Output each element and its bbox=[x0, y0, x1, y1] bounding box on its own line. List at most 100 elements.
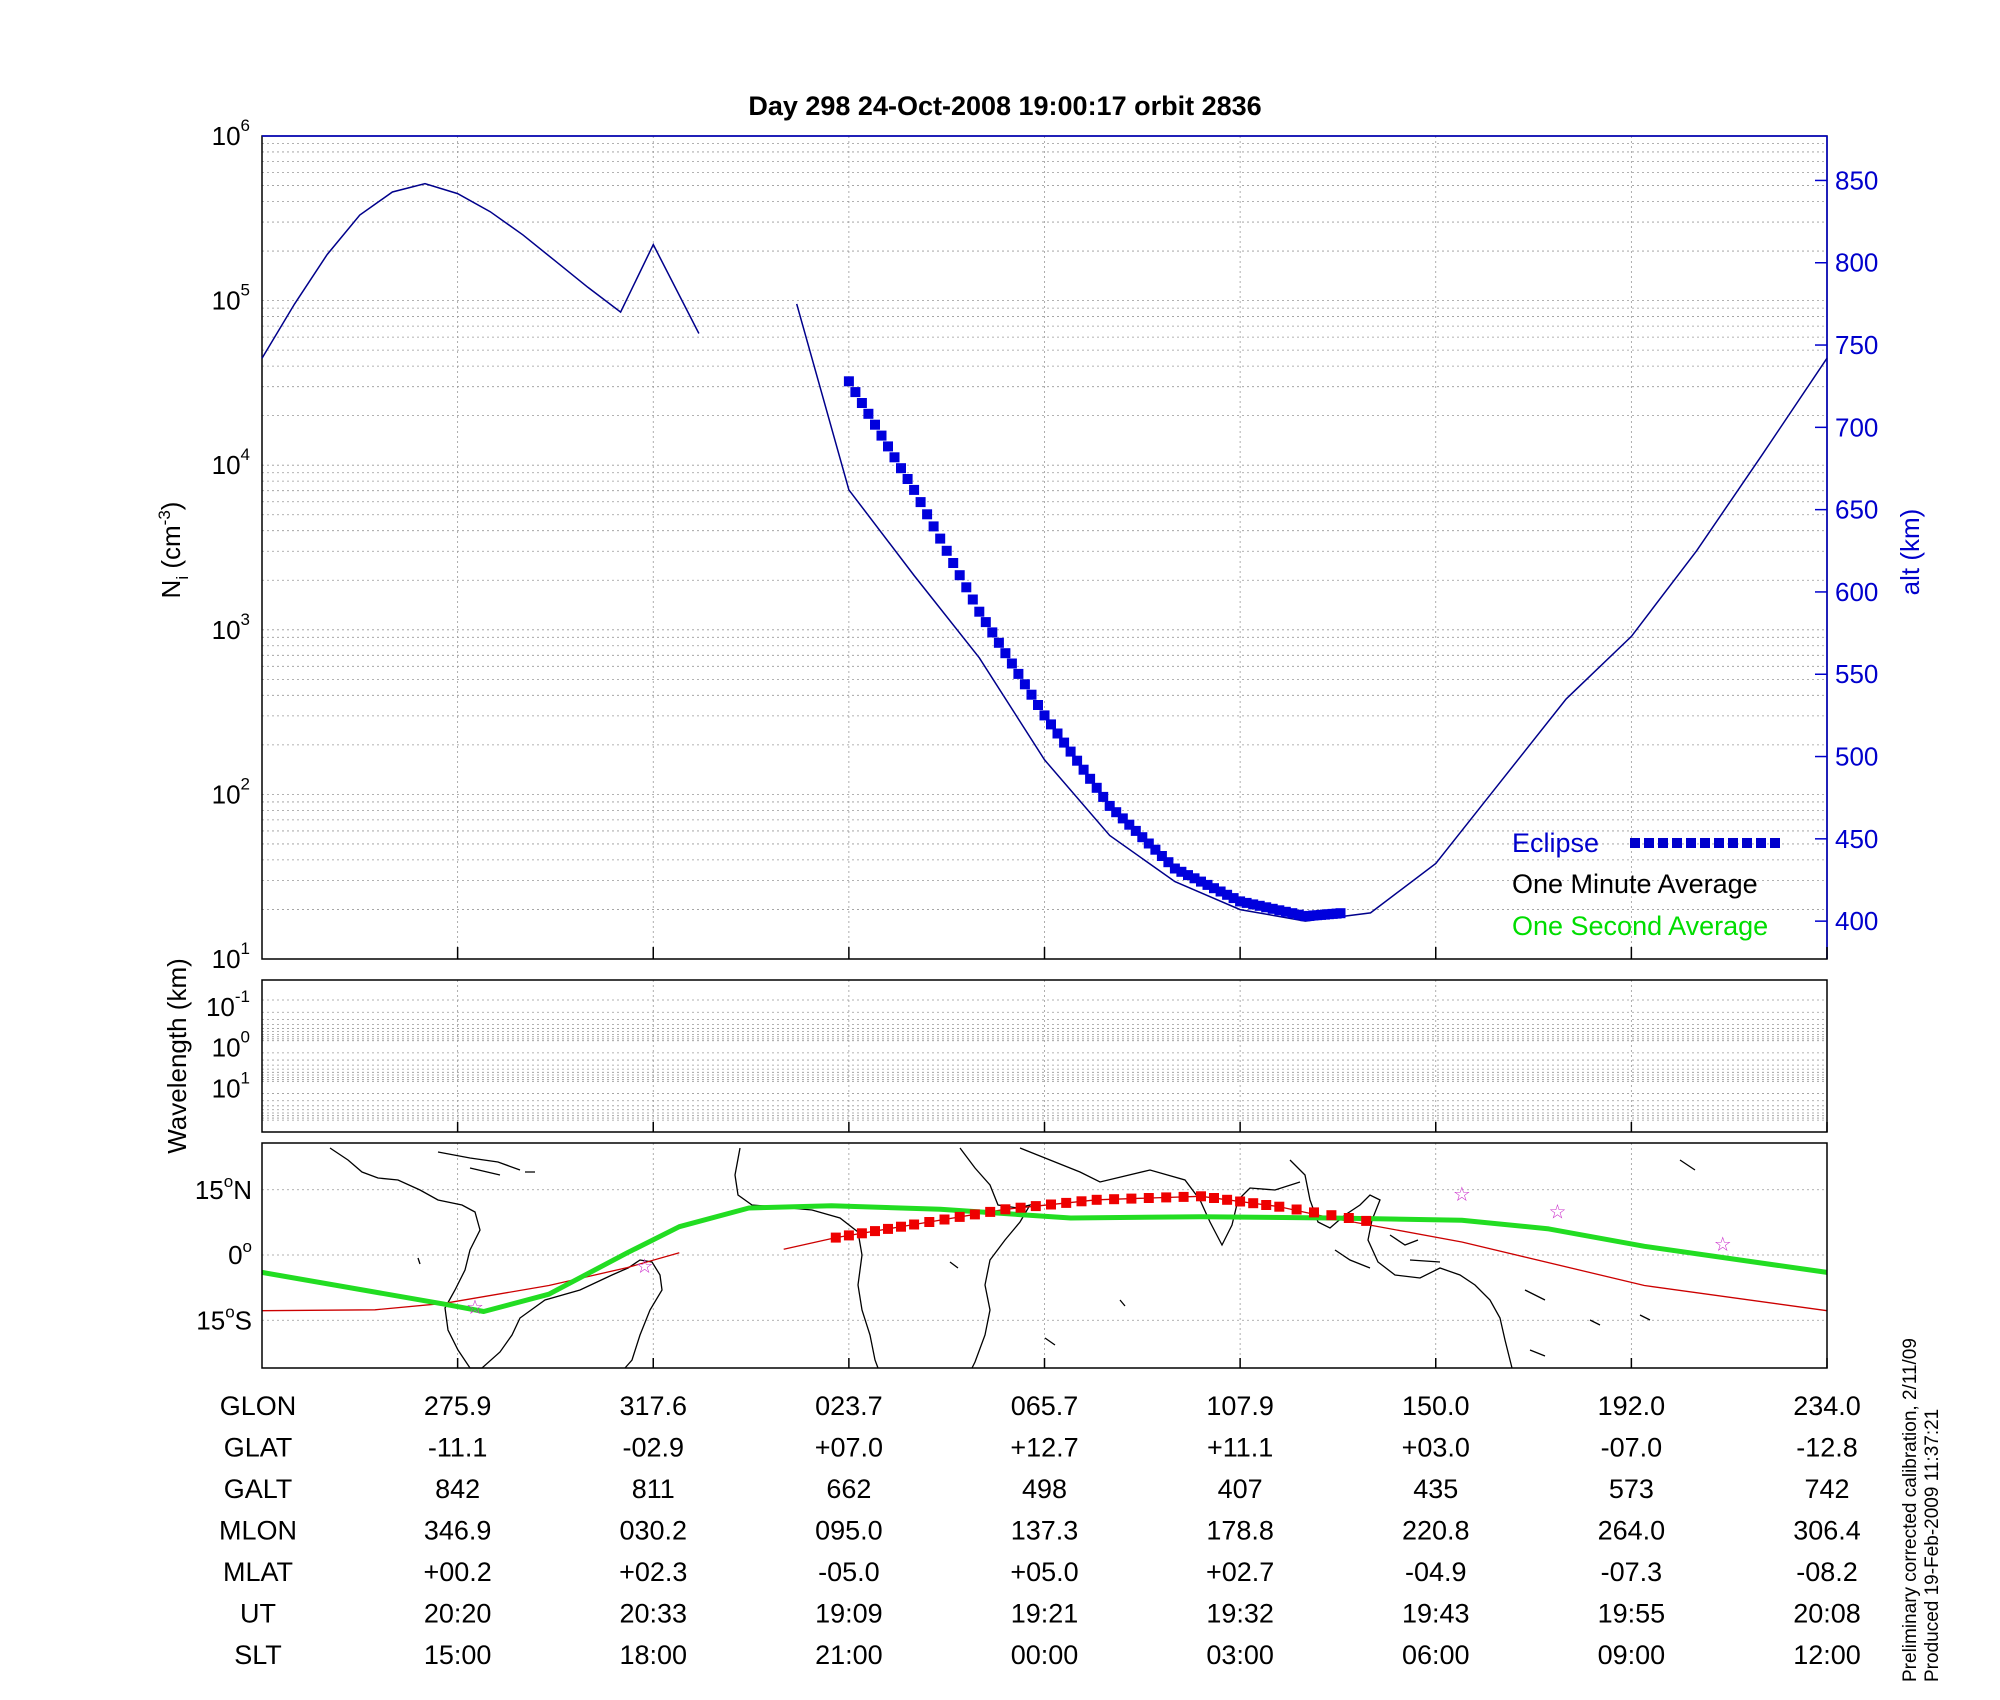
legend-eclipse-marker bbox=[1630, 838, 1640, 848]
eclipse-marker bbox=[1215, 886, 1226, 897]
map-eclipse-marker bbox=[1030, 1201, 1041, 1212]
legend-eclipse-marker bbox=[1756, 838, 1766, 848]
eclipse-marker bbox=[1183, 870, 1193, 881]
map-eclipse-marker bbox=[883, 1223, 893, 1234]
eclipse-marker bbox=[1065, 746, 1076, 757]
legend-eclipse-marker bbox=[1770, 838, 1780, 848]
eclipse-marker bbox=[909, 484, 920, 495]
table-cell: 12:00 bbox=[1793, 1640, 1861, 1670]
map-eclipse-marker bbox=[1126, 1193, 1137, 1204]
map-star-markers: ☆ ☆ ☆ ☆ ☆ bbox=[466, 1182, 1732, 1319]
table-cell: -05.0 bbox=[818, 1557, 880, 1587]
eclipse-marker bbox=[1209, 883, 1219, 894]
legend-eclipse-marker bbox=[1686, 838, 1696, 848]
table-cell: +07.0 bbox=[815, 1433, 883, 1463]
density-y-tick-label: 103 bbox=[212, 610, 250, 645]
density-panel: 101 102 103 104 105 106 400 450 500 550 600 650 700… bbox=[155, 116, 1925, 974]
table-cell: 275.9 bbox=[424, 1391, 492, 1421]
table-row-label: MLON bbox=[219, 1516, 297, 1546]
table-cell: 030.2 bbox=[619, 1516, 687, 1546]
table-cell: 662 bbox=[826, 1474, 871, 1504]
map-eclipse-marker bbox=[843, 1230, 854, 1241]
legend: Eclipse One Minute Average One Second Av… bbox=[1512, 828, 1780, 941]
map-eclipse-marker bbox=[1076, 1196, 1087, 1207]
density-y-tick-label: 101 bbox=[212, 939, 250, 974]
eclipse-marker bbox=[876, 430, 887, 441]
eclipse-marker bbox=[902, 474, 913, 484]
footnote-line-1: Preliminary corrected calibration, 2/11/… bbox=[1900, 1338, 1921, 1682]
map-eclipse-marker bbox=[856, 1228, 867, 1239]
eclipse-marker bbox=[1267, 903, 1278, 914]
legend-eclipse-marker bbox=[1672, 838, 1682, 848]
table-cell: 21:00 bbox=[815, 1640, 883, 1670]
table-cell: 346.9 bbox=[424, 1516, 492, 1546]
eclipse-marker bbox=[1254, 900, 1265, 911]
map-eclipse-marker bbox=[1248, 1198, 1259, 1209]
table-row-label: GLON bbox=[220, 1391, 297, 1421]
density-y-tick-label: 106 bbox=[212, 116, 250, 151]
eclipse-marker bbox=[961, 582, 972, 593]
eclipse-marker bbox=[1078, 764, 1089, 775]
legend-eclipse-marker bbox=[1714, 838, 1724, 848]
eclipse-marker bbox=[1274, 905, 1285, 916]
table-cell: 06:00 bbox=[1402, 1640, 1470, 1670]
eclipse-marker bbox=[1169, 863, 1180, 874]
table-cell: 407 bbox=[1218, 1474, 1263, 1504]
table-cell: -02.9 bbox=[622, 1433, 684, 1463]
table-cell: 842 bbox=[435, 1474, 480, 1504]
star-marker: ☆ bbox=[636, 1254, 654, 1278]
eclipse-marker bbox=[941, 545, 952, 556]
eclipse-marker bbox=[1006, 658, 1017, 669]
coastline-southeast-asia bbox=[1289, 1159, 1513, 1369]
eclipse-marker bbox=[1235, 896, 1246, 907]
wavelength-y-tick-label: 100 bbox=[212, 1028, 250, 1063]
map-eclipse-marker bbox=[1046, 1199, 1056, 1210]
altitude-tick-label: 450 bbox=[1835, 824, 1878, 854]
map-track-line bbox=[783, 1195, 1828, 1312]
eclipse-marker bbox=[1033, 700, 1043, 710]
table-cell: 137.3 bbox=[1011, 1516, 1079, 1546]
table-cell: +03.0 bbox=[1402, 1433, 1470, 1463]
map-eclipse-marker bbox=[870, 1226, 880, 1237]
table-cell: +00.2 bbox=[423, 1557, 491, 1587]
eclipse-marker bbox=[1248, 899, 1259, 910]
map-eclipse-marker bbox=[1309, 1207, 1319, 1218]
map-panel: ☆ ☆ ☆ ☆ ☆ 15oN 0o 15oS bbox=[195, 1142, 1828, 1369]
map-eclipse-marker bbox=[1209, 1193, 1219, 1203]
eclipse-marker bbox=[1000, 648, 1011, 659]
table-cell: -12.8 bbox=[1796, 1433, 1858, 1463]
eclipse-marker bbox=[948, 558, 959, 568]
legend-one-second-average-label: One Second Average bbox=[1512, 911, 1768, 941]
eclipse-marker bbox=[1072, 755, 1083, 766]
map-latitude-tick-label: 0o bbox=[228, 1237, 252, 1270]
eclipse-marker bbox=[1098, 791, 1109, 802]
eclipse-marker bbox=[896, 463, 906, 474]
table-cell: 20:20 bbox=[424, 1599, 492, 1629]
eclipse-marker bbox=[980, 617, 991, 628]
map-eclipse-marker bbox=[924, 1217, 935, 1227]
table-cell: 306.4 bbox=[1793, 1516, 1861, 1546]
eclipse-marker bbox=[974, 606, 985, 617]
wavelength-y-ticks: 10-1 100 101 bbox=[206, 987, 250, 1103]
coastline-arabia-india bbox=[1019, 1147, 1301, 1247]
table-cell: 20:33 bbox=[619, 1599, 687, 1629]
table-row-label: SLT bbox=[234, 1640, 282, 1670]
eclipse-marker bbox=[1046, 719, 1056, 730]
table-cell: 19:21 bbox=[1011, 1599, 1079, 1629]
density-y-tick-label: 102 bbox=[212, 774, 250, 809]
star-marker: ☆ bbox=[1453, 1182, 1471, 1206]
map-eclipse-marker bbox=[1143, 1193, 1154, 1203]
legend-one-minute-average-label: One Minute Average bbox=[1512, 869, 1758, 899]
table-cell: 317.6 bbox=[619, 1391, 687, 1421]
map-eclipse-marker bbox=[909, 1219, 920, 1230]
density-y-ticks: 101 102 103 104 105 106 bbox=[212, 116, 250, 974]
map-eclipse-marker bbox=[985, 1206, 996, 1217]
chart-title: Day 298 24-Oct-2008 19:00:17 orbit 2836 bbox=[748, 91, 1261, 121]
map-latitude-ticks: 15oN 0o 15oS bbox=[195, 1172, 252, 1336]
star-marker: ☆ bbox=[1549, 1200, 1567, 1224]
table-cell: 09:00 bbox=[1598, 1640, 1666, 1670]
coastline-map bbox=[329, 1147, 1696, 1369]
wavelength-panel: 10-1 100 101 Wavelength (km) bbox=[162, 958, 1828, 1154]
map-track-line bbox=[261, 1203, 1828, 1314]
map-latitude-tick-label: 15oS bbox=[196, 1302, 252, 1335]
